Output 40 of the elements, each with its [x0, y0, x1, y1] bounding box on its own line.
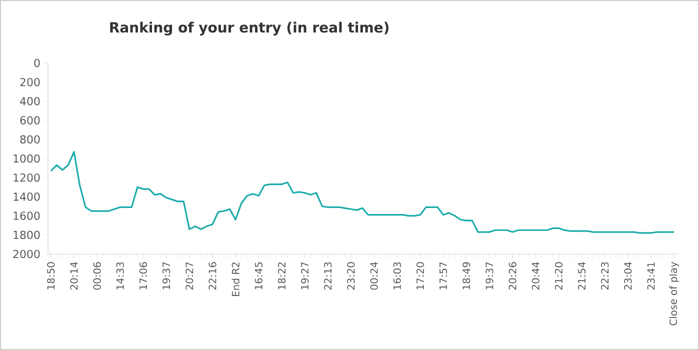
x-tick-label: 00:24	[370, 262, 378, 290]
x-tick-label: 23:41	[647, 262, 655, 290]
x-tick-label: 18:49	[462, 262, 470, 290]
x-tick-label: 16:03	[393, 262, 401, 290]
x-tick-label: 22:16	[208, 262, 216, 290]
y-tick-label: 2000	[13, 250, 40, 258]
x-tick-label: 21:54	[578, 262, 586, 290]
x-tick-label: 19:27	[301, 262, 309, 290]
x-tick-label: Close of play	[669, 262, 679, 326]
x-tick-label: 20:27	[186, 262, 194, 290]
x-tick-label: 20:26	[508, 262, 516, 290]
y-tick-label: 0	[34, 58, 40, 68]
y-tick-label: 400	[20, 97, 40, 106]
y-tick-label: 800	[20, 135, 40, 144]
y-tick-label: 600	[20, 116, 40, 124]
x-tick-label: End R2	[232, 262, 240, 296]
x-tick-label: 19:37	[486, 262, 494, 290]
x-tick-label: 17:06	[139, 262, 148, 290]
x-tick-label: 22:23	[601, 262, 609, 290]
x-tick-label: 14:33	[116, 262, 124, 290]
y-tick-label: 1400	[14, 192, 40, 201]
x-tick-label: 18:50	[47, 262, 55, 290]
x-tick-label: 17:57	[440, 262, 448, 290]
x-tick-label: 16:45	[254, 262, 262, 290]
y-tick-label: 1000	[14, 154, 40, 163]
x-tick-label: 17:20	[416, 262, 424, 290]
x-tick-label: 22:13	[324, 262, 332, 290]
x-tick-label: 20:14	[70, 262, 78, 290]
chart-title: Ranking of your entry (in real time)	[110, 22, 388, 36]
x-tick-label: 18:22	[278, 262, 286, 290]
x-tick-label: 20:44	[532, 262, 540, 290]
y-tick-label: 200	[20, 78, 40, 86]
x-tick-label: 21:20	[554, 262, 562, 290]
x-tick-label: 00:06	[93, 262, 101, 290]
y-tick-label: 1800	[14, 230, 40, 240]
x-tick-label: 23:04	[624, 262, 632, 290]
x-tick-label: 23:20	[347, 262, 355, 290]
y-tick-label: 1200	[14, 173, 40, 182]
y-tick-label: 1600	[14, 212, 40, 220]
x-tick-label: 19:37	[162, 262, 170, 290]
